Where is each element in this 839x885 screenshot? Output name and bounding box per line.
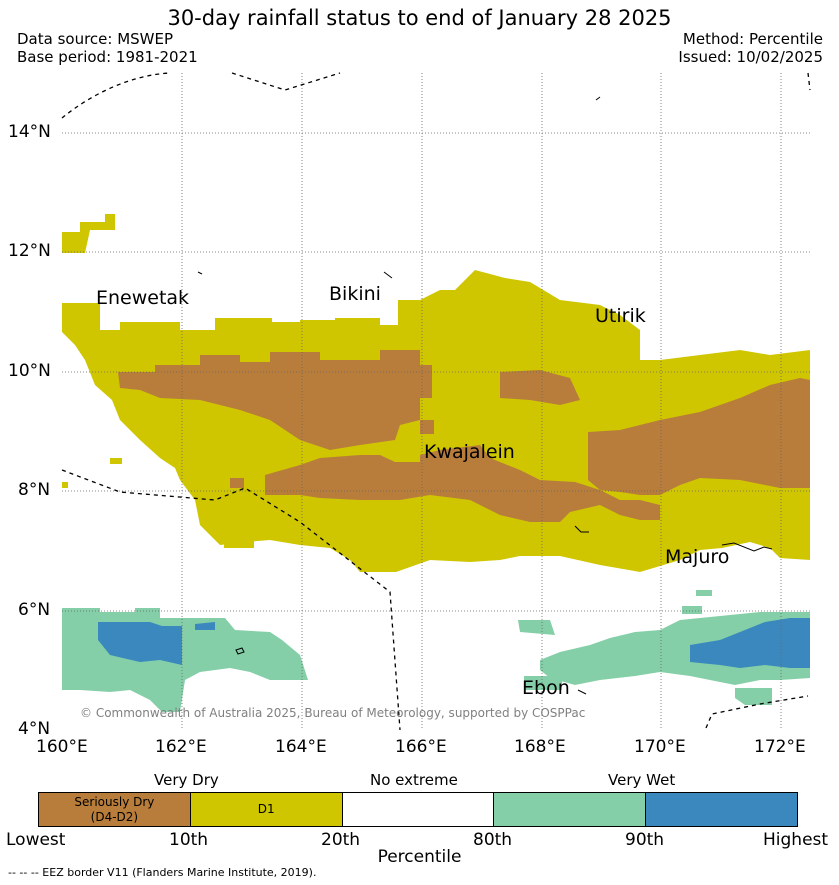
lat-label-6n: 6°N (18, 600, 51, 620)
legend-category-no-extreme: No extreme (370, 771, 458, 789)
legend-swatch-highest (646, 793, 797, 826)
island-outlines (197, 96, 773, 695)
legend-tick-80th: 80th (473, 830, 513, 850)
lon-label-172e: 172°E (754, 737, 806, 757)
legend-tick-20th: 20th (321, 830, 361, 850)
eez-borders (61, 72, 811, 731)
copyright-notice: © Commonwealth of Australia 2025, Bureau… (80, 706, 586, 720)
lon-label-166e: 166°E (395, 737, 447, 757)
legend-swatch-very-wet (494, 793, 647, 826)
lat-label-4n: 4°N (18, 719, 51, 739)
place-enewetak: Enewetak (96, 287, 190, 309)
lon-label-164e: 164°E (275, 737, 327, 757)
method-label: Method: Percentile (682, 30, 823, 48)
place-kwajalein: Kwajalein (424, 441, 515, 463)
lon-label-170e: 170°E (634, 737, 686, 757)
place-utirik: Utirik (595, 305, 646, 327)
legend-category-very-dry: Very Dry (154, 771, 219, 789)
lon-label-160e: 160°E (36, 737, 88, 757)
map-title: 30-day rainfall status to end of January… (167, 6, 672, 30)
percentile-legend-bar: Seriously Dry (D4-D2) D1 (38, 792, 798, 827)
highest-region (98, 618, 810, 668)
legend-swatch-d1: D1 (190, 793, 343, 826)
legend-axis-title: Percentile (377, 847, 462, 867)
lon-label-162e: 162°E (155, 737, 207, 757)
legend-tick-lowest: Lowest (6, 830, 66, 850)
lat-label-8n: 8°N (18, 480, 51, 500)
issued-date-label: Issued: 10/02/2025 (678, 48, 823, 66)
legend-tick-10th: 10th (169, 830, 209, 850)
lat-label-10n: 10°N (8, 361, 51, 381)
base-period-label: Base period: 1981-2021 (17, 48, 198, 66)
lat-label-12n: 12°N (8, 241, 51, 261)
legend-category-very-wet: Very Wet (608, 771, 676, 789)
place-majuro: Majuro (665, 546, 730, 568)
data-source-label: Data source: MSWEP (17, 30, 174, 48)
legend-tick-90th: 90th (625, 830, 665, 850)
place-bikini: Bikini (329, 283, 381, 305)
lat-label-14n: 14°N (8, 122, 51, 142)
d1-region (62, 214, 810, 572)
place-ebon: Ebon (522, 677, 570, 699)
seriously-dry-region (118, 350, 810, 522)
legend-tick-highest: Highest (763, 830, 829, 850)
lon-label-168e: 168°E (514, 737, 566, 757)
eez-border-note: -- -- -- EEZ border V11 (Flanders Marine… (8, 866, 317, 879)
legend-swatch-no-extreme (342, 793, 495, 826)
legend-swatch-seriously-dry: Seriously Dry (D4-D2) (39, 793, 191, 826)
